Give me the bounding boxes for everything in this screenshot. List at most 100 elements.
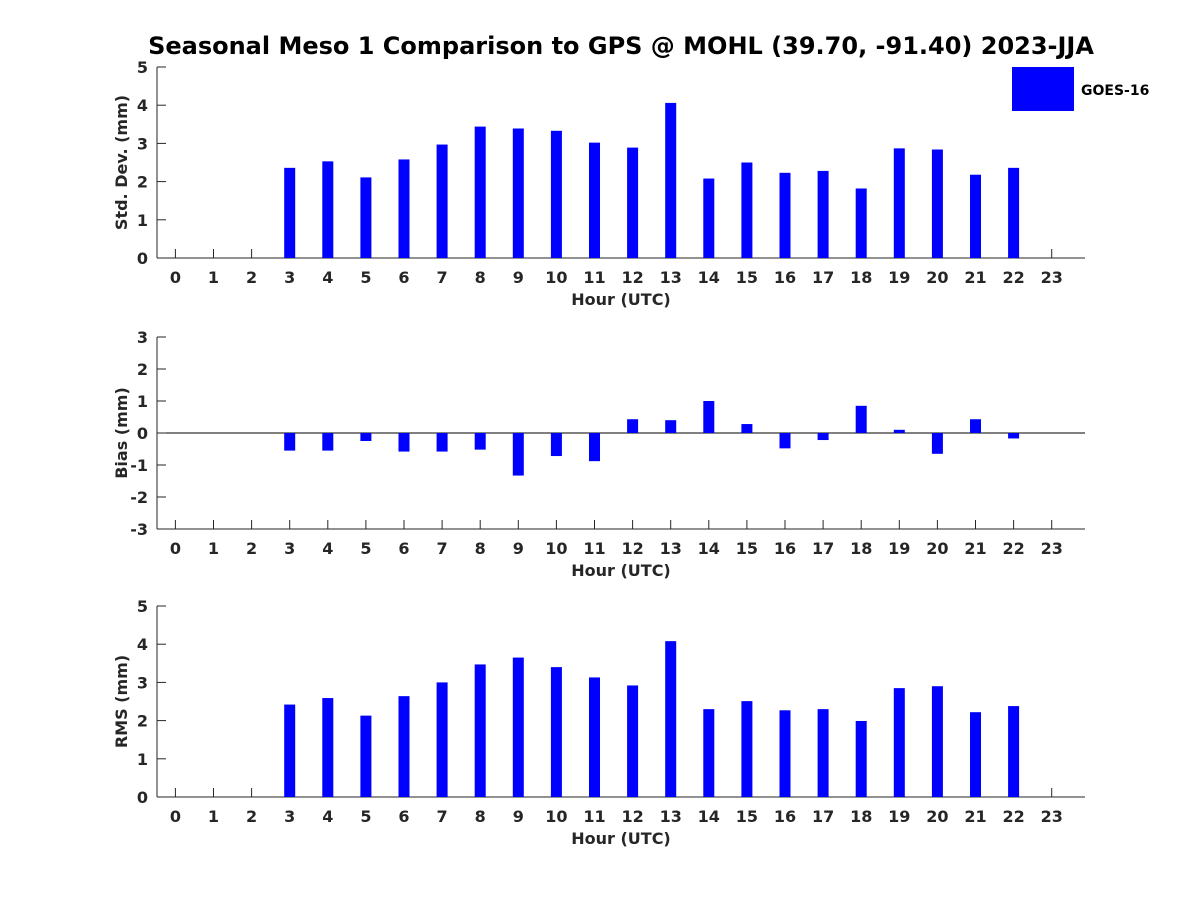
x-tick-label: 12 <box>621 539 643 558</box>
y-tick-label: 0 <box>137 424 148 443</box>
bar-hour-14 <box>703 178 715 258</box>
x-tick-label: 11 <box>583 539 605 558</box>
bar-hour-21 <box>970 712 981 797</box>
x-tick-label: 8 <box>475 268 486 287</box>
bar-hour-3 <box>284 433 296 451</box>
y-tick-label: -3 <box>130 520 148 539</box>
y-tick-label: 2 <box>137 712 148 731</box>
x-tick-label: 18 <box>850 807 872 826</box>
x-tick-label: 20 <box>926 268 948 287</box>
bar-hour-14 <box>703 709 715 797</box>
bar-hour-15 <box>741 701 753 797</box>
x-tick-label: 14 <box>698 539 720 558</box>
y-tick-label: 1 <box>137 392 148 411</box>
x-tick-label: 12 <box>621 807 643 826</box>
bar-hour-15 <box>741 424 753 433</box>
bar-hour-10 <box>550 130 562 258</box>
x-tick-label: 16 <box>774 539 796 558</box>
x-tick-label: 23 <box>1041 807 1063 826</box>
x-tick-label: 8 <box>475 807 486 826</box>
x-tick-label: 13 <box>660 268 682 287</box>
bar-hour-6 <box>398 433 410 452</box>
x-tick-label: 15 <box>736 539 758 558</box>
x-tick-label: 17 <box>812 268 834 287</box>
bar-hour-20 <box>931 686 943 797</box>
bar-hour-17 <box>817 170 829 258</box>
x-tick-label: 19 <box>888 539 910 558</box>
bar-hour-19 <box>893 429 905 433</box>
y-tick-label: 5 <box>137 597 148 616</box>
bar-hour-9 <box>512 433 524 476</box>
bar-hour-14 <box>703 401 715 433</box>
bar-hour-22 <box>1008 706 1020 797</box>
x-tick-label: 19 <box>888 807 910 826</box>
bar-hour-13 <box>665 641 677 797</box>
x-tick-label: 18 <box>850 268 872 287</box>
bar-hour-4 <box>322 161 334 258</box>
x-tick-label: 2 <box>246 539 257 558</box>
bar-hour-5 <box>360 715 372 797</box>
bar-hour-16 <box>779 710 791 797</box>
x-tick-label: 5 <box>360 539 371 558</box>
x-axis-label: Hour (UTC) <box>571 829 671 848</box>
bar-hour-6 <box>398 159 410 258</box>
x-tick-label: 22 <box>1002 539 1024 558</box>
x-tick-label: 6 <box>398 807 409 826</box>
bar-hour-15 <box>741 162 753 258</box>
bar-hour-19 <box>893 688 905 797</box>
x-axis-label: Hour (UTC) <box>571 290 671 309</box>
x-tick-label: 2 <box>246 807 257 826</box>
bar-hour-8 <box>474 433 486 450</box>
x-tick-label: 9 <box>513 539 524 558</box>
bar-hour-13 <box>665 420 677 433</box>
x-tick-label: 9 <box>513 807 524 826</box>
x-tick-label: 0 <box>170 807 181 826</box>
bar-hour-16 <box>779 172 791 258</box>
x-tick-label: 14 <box>698 268 720 287</box>
legend: GOES-16 <box>1012 67 1149 111</box>
y-tick-label: 1 <box>137 211 148 230</box>
bar-hour-5 <box>360 433 372 441</box>
figure-title: Seasonal Meso 1 Comparison to GPS @ MOHL… <box>148 32 1094 60</box>
bar-hour-9 <box>512 657 524 797</box>
x-tick-label: 1 <box>208 807 219 826</box>
bar-hour-20 <box>931 149 943 258</box>
x-tick-label: 7 <box>437 539 448 558</box>
bar-hour-7 <box>436 682 448 797</box>
bar-hour-10 <box>550 667 562 797</box>
y-tick-label: 3 <box>137 328 148 347</box>
x-tick-label: 15 <box>736 807 758 826</box>
bar-hour-9 <box>512 128 524 258</box>
x-tick-label: 23 <box>1041 268 1063 287</box>
y-tick-label: 2 <box>137 173 148 192</box>
bar-hour-4 <box>322 698 334 797</box>
bar-hour-12 <box>627 685 639 797</box>
x-tick-label: 22 <box>1002 268 1024 287</box>
x-tick-label: 4 <box>322 539 333 558</box>
x-tick-label: 6 <box>398 539 409 558</box>
bar-hour-7 <box>436 144 448 258</box>
bar-hour-10 <box>550 433 562 457</box>
x-tick-label: 1 <box>208 539 219 558</box>
bar-hour-16 <box>779 433 791 449</box>
x-tick-label: 15 <box>736 268 758 287</box>
x-tick-label: 21 <box>964 539 986 558</box>
bar-hour-21 <box>970 174 981 258</box>
bar-hour-3 <box>284 167 296 258</box>
bar-hour-5 <box>360 177 372 258</box>
x-tick-label: 0 <box>170 539 181 558</box>
bar-hour-11 <box>589 677 600 797</box>
y-tick-label: 5 <box>137 58 148 77</box>
x-tick-label: 1 <box>208 268 219 287</box>
x-tick-label: 7 <box>437 807 448 826</box>
x-tick-label: 17 <box>812 807 834 826</box>
bar-hour-8 <box>474 126 486 258</box>
x-tick-label: 16 <box>774 807 796 826</box>
x-tick-label: 20 <box>926 539 948 558</box>
bar-hour-3 <box>284 704 296 797</box>
x-tick-label: 10 <box>545 807 567 826</box>
bar-hour-18 <box>855 188 867 258</box>
